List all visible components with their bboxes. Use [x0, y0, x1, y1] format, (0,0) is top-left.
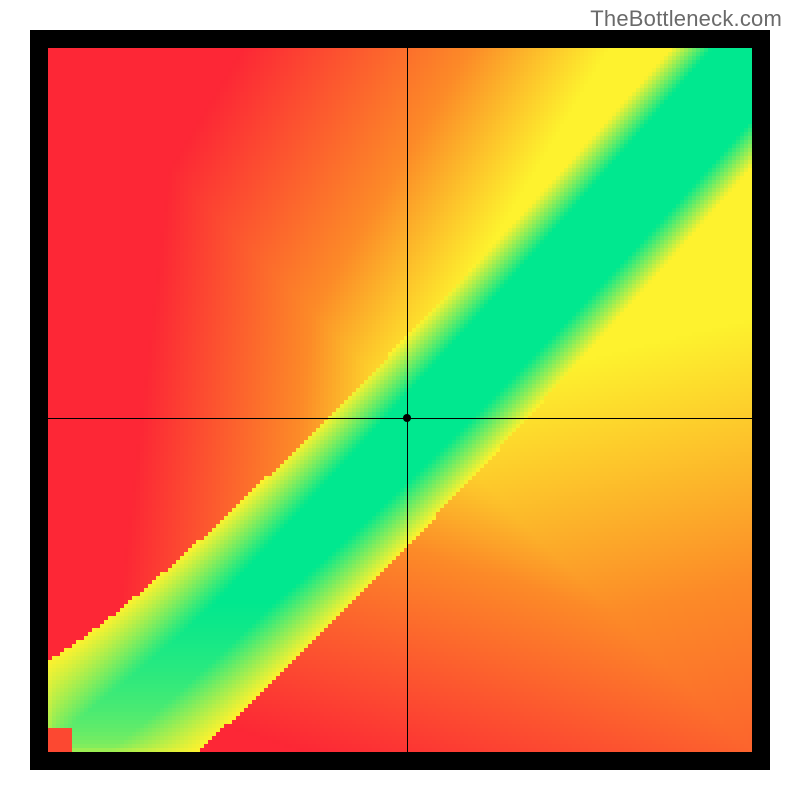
crosshair-dot — [403, 414, 411, 422]
heatmap-canvas — [48, 48, 752, 752]
crosshair-vertical — [407, 48, 408, 752]
crosshair-horizontal — [48, 418, 752, 419]
plot-frame — [30, 30, 770, 770]
watermark-text: TheBottleneck.com — [590, 6, 782, 32]
chart-container: TheBottleneck.com — [0, 0, 800, 800]
heatmap-region — [48, 48, 752, 752]
